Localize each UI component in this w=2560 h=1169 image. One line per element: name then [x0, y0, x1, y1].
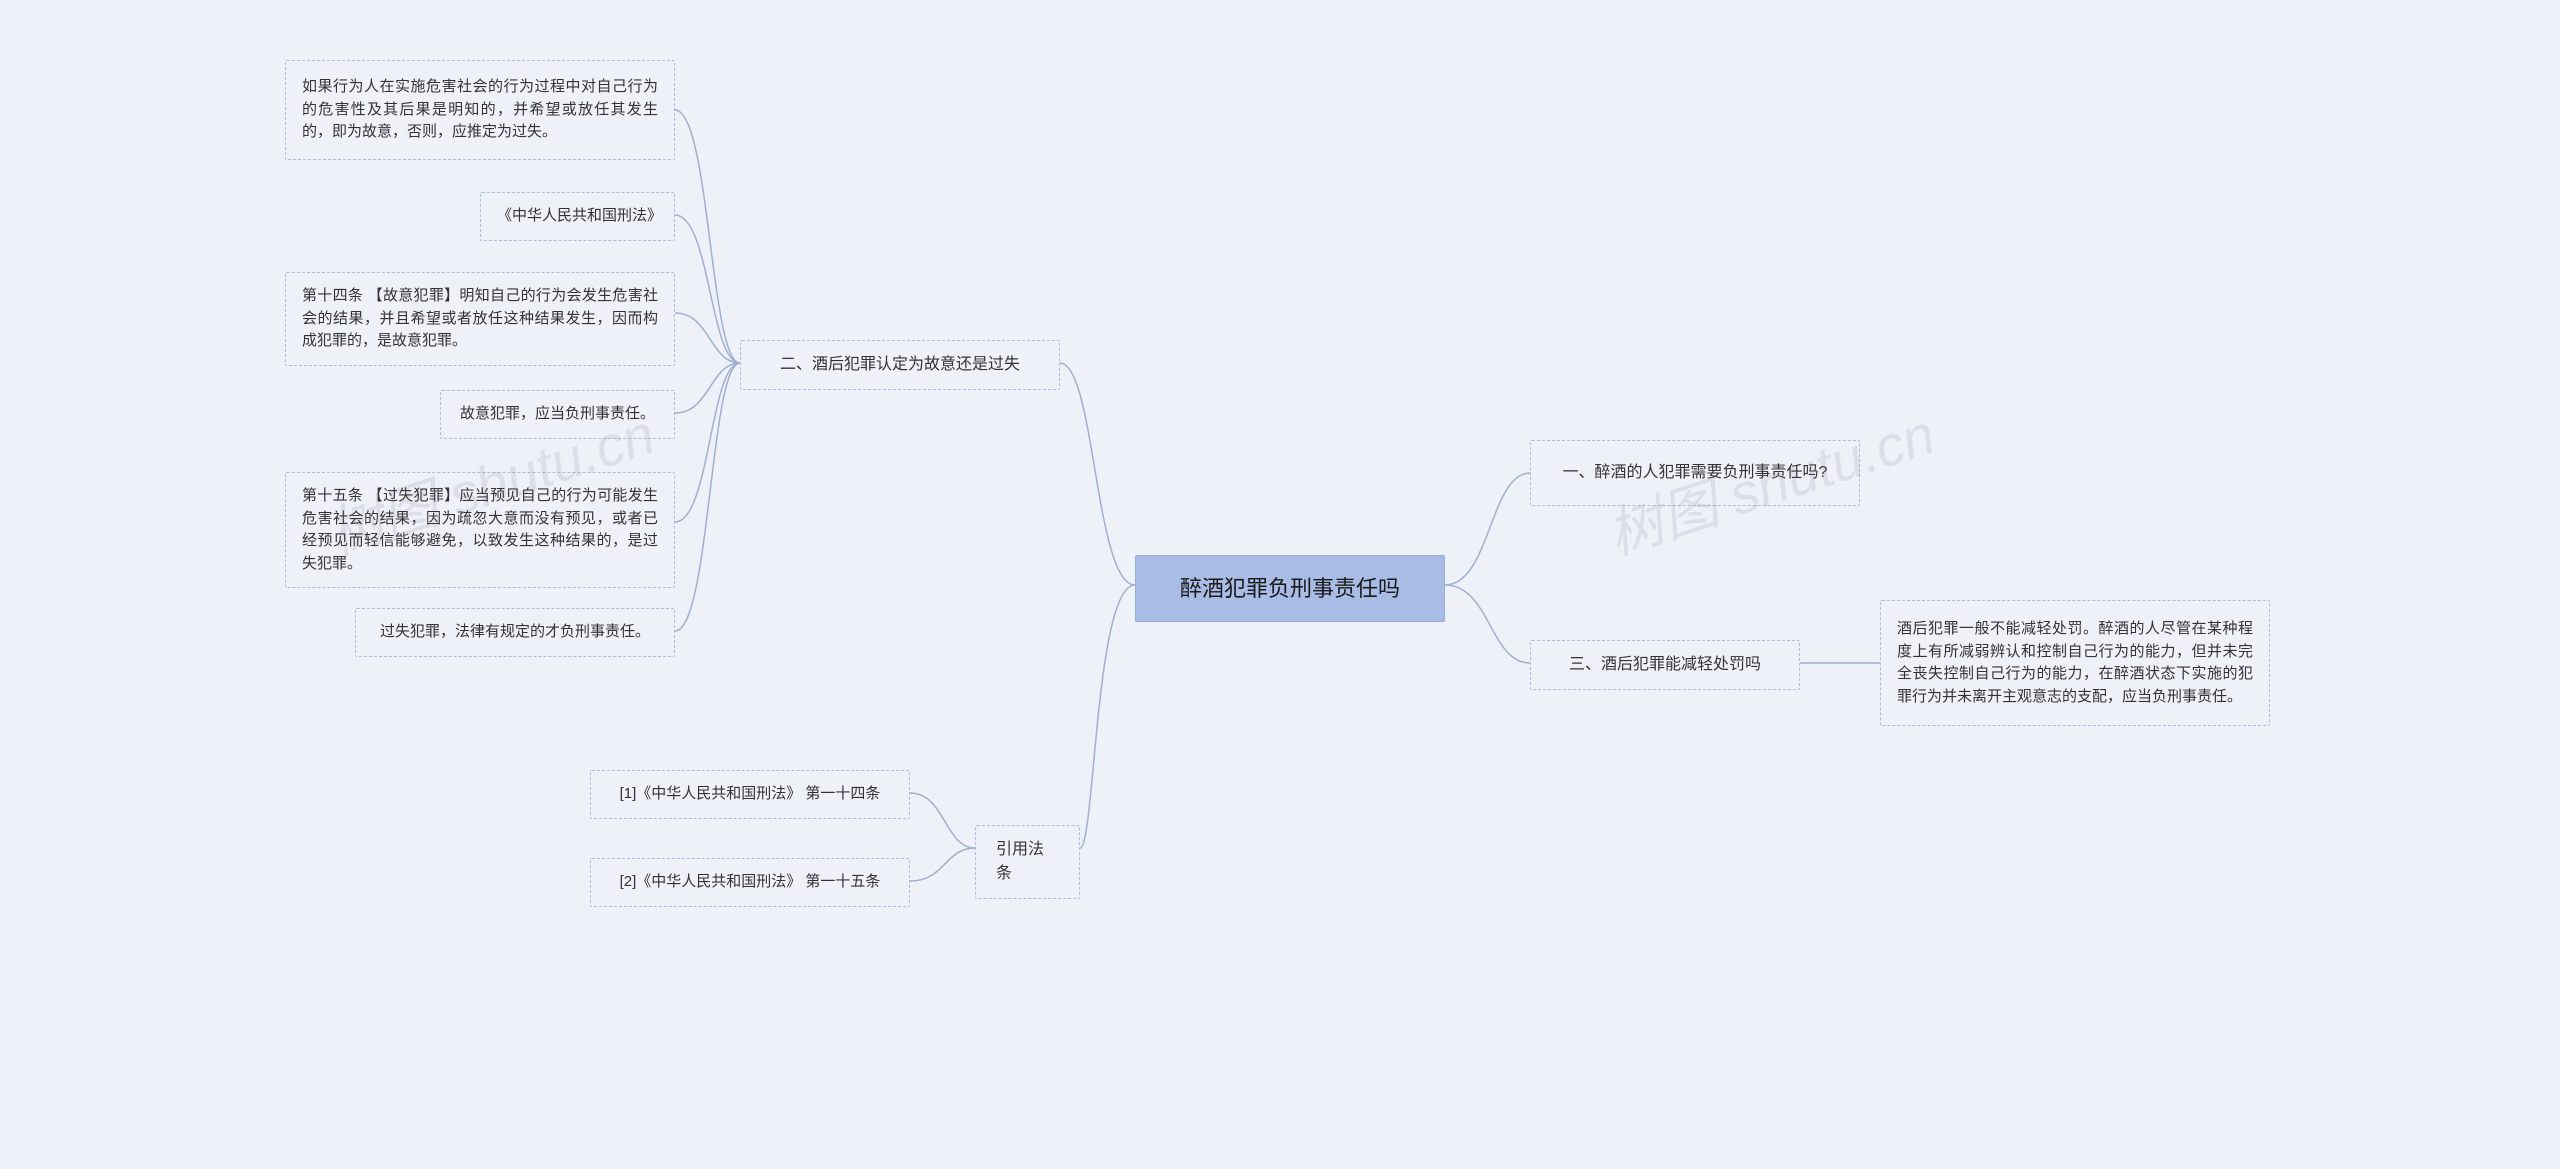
detail-3-1-text: 酒后犯罪一般不能减轻处罚。醉酒的人尽管在某种程度上有所减弱辨认和控制自己行为的能… [1897, 618, 2253, 708]
detail-3-1: 酒后犯罪一般不能减轻处罚。醉酒的人尽管在某种程度上有所减弱辨认和控制自己行为的能… [1880, 600, 2270, 726]
root-text: 醉酒犯罪负刑事责任吗 [1180, 572, 1400, 605]
detail-2-2: 《中华人民共和国刑法》 [480, 192, 675, 241]
detail-2-1-text: 如果行为人在实施危害社会的行为过程中对自己行为的危害性及其后果是明知的，并希望或… [302, 76, 658, 144]
detail-4-1-text: [1]《中华人民共和国刑法》 第一十四条 [620, 783, 881, 806]
detail-2-5: 第十五条 【过失犯罪】应当预见自己的行为可能发生危害社会的结果，因为疏忽大意而没… [285, 472, 675, 588]
branch-1-text: 一、醉酒的人犯罪需要负刑事责任吗? [1563, 461, 1828, 485]
detail-4-1: [1]《中华人民共和国刑法》 第一十四条 [590, 770, 910, 819]
branch-4: 引用法条 [975, 825, 1080, 899]
branch-4-text: 引用法条 [996, 838, 1059, 886]
branch-3-text: 三、酒后犯罪能减轻处罚吗 [1569, 653, 1761, 677]
detail-2-4-text: 故意犯罪，应当负刑事责任。 [460, 403, 655, 426]
detail-2-3-text: 第十四条 【故意犯罪】明知自己的行为会发生危害社会的结果，并且希望或者放任这种结… [302, 285, 658, 353]
branch-2-text: 二、酒后犯罪认定为故意还是过失 [780, 353, 1020, 377]
detail-2-1: 如果行为人在实施危害社会的行为过程中对自己行为的危害性及其后果是明知的，并希望或… [285, 60, 675, 160]
detail-2-6-text: 过失犯罪，法律有规定的才负刑事责任。 [380, 621, 650, 644]
branch-2: 二、酒后犯罪认定为故意还是过失 [740, 340, 1060, 390]
detail-2-6: 过失犯罪，法律有规定的才负刑事责任。 [355, 608, 675, 657]
branch-1: 一、醉酒的人犯罪需要负刑事责任吗? [1530, 440, 1860, 506]
detail-2-2-text: 《中华人民共和国刑法》 [497, 205, 658, 228]
detail-4-2-text: [2]《中华人民共和国刑法》 第一十五条 [620, 871, 881, 894]
root-node: 醉酒犯罪负刑事责任吗 [1135, 555, 1445, 622]
detail-4-2: [2]《中华人民共和国刑法》 第一十五条 [590, 858, 910, 907]
branch-3: 三、酒后犯罪能减轻处罚吗 [1530, 640, 1800, 690]
detail-2-4: 故意犯罪，应当负刑事责任。 [440, 390, 675, 439]
detail-2-5-text: 第十五条 【过失犯罪】应当预见自己的行为可能发生危害社会的结果，因为疏忽大意而没… [302, 485, 658, 575]
detail-2-3: 第十四条 【故意犯罪】明知自己的行为会发生危害社会的结果，并且希望或者放任这种结… [285, 272, 675, 366]
